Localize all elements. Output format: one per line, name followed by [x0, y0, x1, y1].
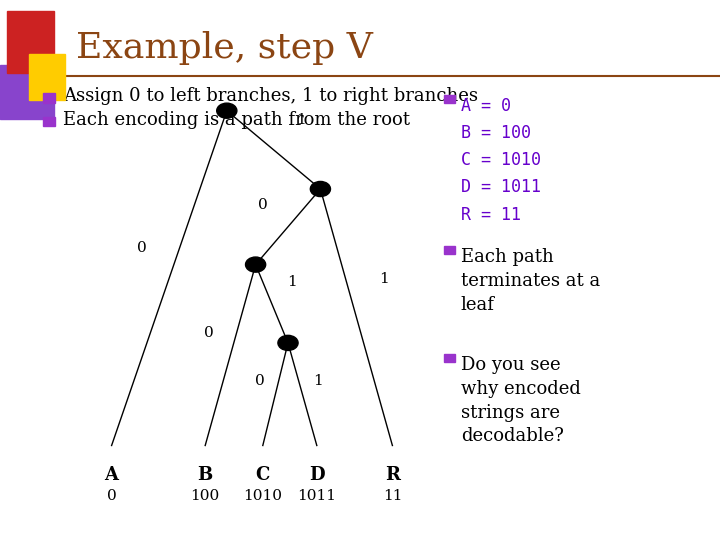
Text: 1: 1 — [296, 113, 306, 127]
Text: Each encoding is a path from the root: Each encoding is a path from the root — [63, 111, 410, 129]
Text: Assign 0 to left branches, 1 to right branches: Assign 0 to left branches, 1 to right br… — [63, 87, 478, 105]
Text: 1010: 1010 — [243, 489, 282, 503]
Bar — [29, 54, 65, 100]
Circle shape — [310, 181, 330, 197]
Text: 0: 0 — [137, 241, 147, 255]
Text: R: R — [385, 466, 400, 484]
Text: 0: 0 — [107, 489, 117, 503]
Bar — [0, 65, 54, 119]
Text: D: D — [309, 466, 325, 484]
Text: 11: 11 — [382, 489, 402, 503]
Text: A: A — [104, 466, 119, 484]
Text: 0: 0 — [204, 327, 214, 340]
Text: B: B — [197, 466, 213, 484]
Text: Do you see
why encoded
strings are
decodable?: Do you see why encoded strings are decod… — [461, 356, 580, 445]
Text: C: C — [256, 466, 270, 484]
Text: 0: 0 — [255, 374, 264, 388]
Text: A = 0
B = 100
C = 1010
D = 1011
R = 11: A = 0 B = 100 C = 1010 D = 1011 R = 11 — [461, 97, 541, 224]
Circle shape — [246, 257, 266, 272]
Circle shape — [217, 103, 237, 118]
Text: 1: 1 — [287, 275, 297, 289]
Bar — [43, 117, 55, 126]
Text: 0: 0 — [258, 198, 268, 212]
Bar — [43, 93, 55, 103]
Text: Example, step V: Example, step V — [76, 31, 372, 64]
Bar — [7, 11, 54, 73]
Text: Each path
terminates at a
leaf: Each path terminates at a leaf — [461, 248, 600, 314]
Bar — [444, 354, 455, 362]
Text: 100: 100 — [191, 489, 220, 503]
Bar — [444, 94, 455, 103]
Bar — [444, 246, 455, 254]
Text: 1011: 1011 — [297, 489, 336, 503]
Circle shape — [278, 335, 298, 350]
Text: 1: 1 — [379, 273, 389, 286]
Text: 1: 1 — [313, 374, 323, 388]
